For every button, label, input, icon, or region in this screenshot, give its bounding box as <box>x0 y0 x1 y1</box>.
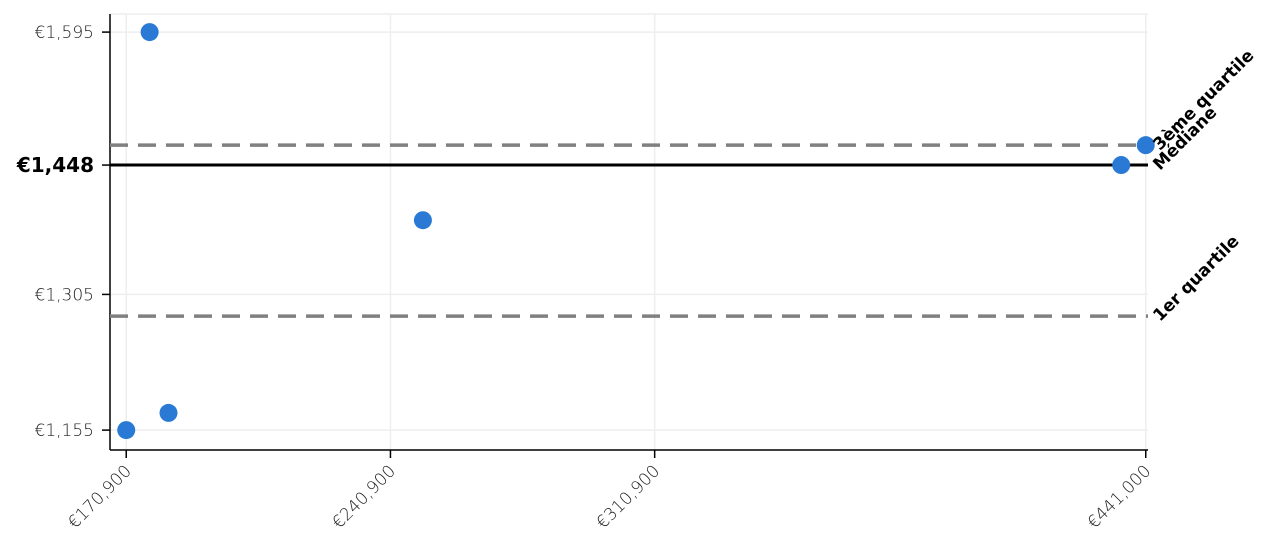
x-tick-label: €170,900 <box>64 461 136 533</box>
data-point <box>117 421 136 440</box>
reference-lines <box>110 143 1148 318</box>
y-tick-label: €1,305 <box>35 285 94 305</box>
reference-line-label: 3ème quartile <box>1149 46 1258 155</box>
data-point <box>413 211 432 230</box>
data-point <box>140 23 159 42</box>
axes <box>109 14 1148 451</box>
x-tick-label: €441,000 <box>1084 461 1156 533</box>
y-tick-label: €1,595 <box>35 23 94 43</box>
data-point <box>1136 136 1155 155</box>
reference-line-label: 1er quartile <box>1149 232 1243 326</box>
x-tick-label: €310,900 <box>593 461 665 533</box>
data-points <box>117 23 1155 440</box>
data-point <box>159 403 178 422</box>
data-point <box>1112 156 1131 175</box>
y-axis-ticks: €1,155 €1,305 €1,448 €1,595 <box>16 23 110 441</box>
grid-lines <box>110 13 1148 450</box>
y-tick-label: €1,448 <box>16 153 94 177</box>
x-tick-label: €240,900 <box>328 461 400 533</box>
y-tick-label: €1,155 <box>35 421 94 441</box>
x-axis-ticks: €170,900 €240,900 €310,900 €441,000 <box>64 450 1155 533</box>
